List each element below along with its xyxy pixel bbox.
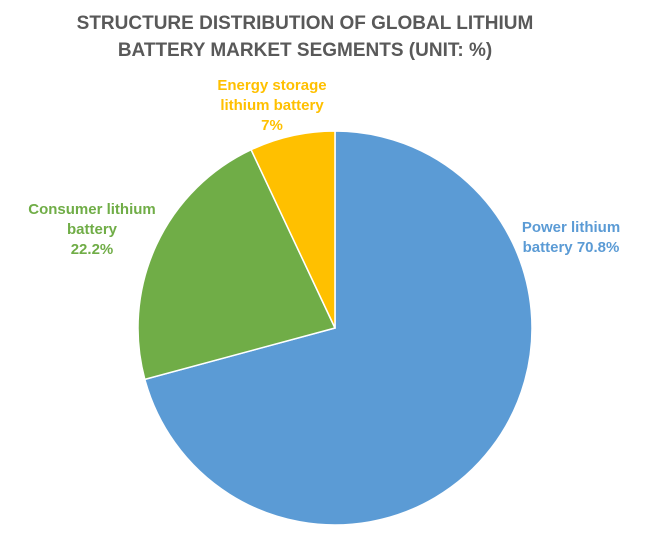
data-label: Energy storage lithium battery 7%	[205, 76, 339, 136]
value-label: 70.8%	[576, 239, 620, 256]
pie-slice	[137, 148, 337, 381]
data-label: Consumer lithium battery 22.2%	[28, 200, 156, 260]
data-label: Power lithium battery 70.8%	[508, 218, 634, 258]
value-label: 7%	[261, 117, 283, 134]
pie-slice	[143, 130, 533, 526]
category-name: Energy storage lithium battery	[217, 77, 327, 114]
category-name: Power lithium battery	[521, 219, 621, 256]
pie-slice	[250, 130, 336, 329]
value-label: 22.2%	[70, 241, 114, 258]
category-name: Consumer lithium battery	[28, 201, 156, 238]
chart-title: STRUCTURE DISTRIBUTION OF GLOBAL LITHIUM…	[76, 13, 534, 61]
